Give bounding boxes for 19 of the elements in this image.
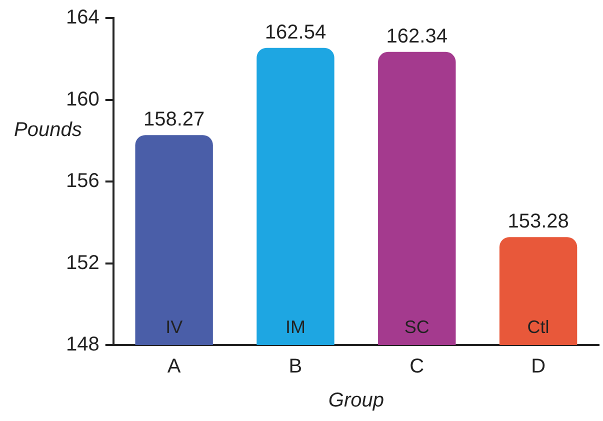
- y-tick-label: 160: [66, 88, 100, 110]
- data-label: 158.27: [143, 108, 205, 131]
- y-tick-label: 152: [66, 252, 100, 274]
- y-tick-label: 156: [66, 170, 100, 192]
- annotation: IM: [285, 316, 306, 337]
- x-tick-label: B: [288, 356, 302, 378]
- x-tick-label: D: [531, 356, 546, 378]
- x-tick-label: C: [410, 356, 424, 378]
- y-tick-label: 164: [66, 6, 100, 29]
- data-label: 162.54: [264, 21, 326, 44]
- annotation: SC: [404, 316, 430, 337]
- y-axis-title: Pounds: [14, 118, 82, 141]
- annotation: IV: [166, 316, 183, 337]
- x-tick-label: A: [167, 356, 182, 378]
- annotation: Ctl: [527, 316, 550, 337]
- data-label: 153.28: [508, 210, 569, 233]
- x-axis-title: Group: [328, 390, 384, 412]
- y-tick-label: 148: [66, 334, 100, 356]
- data-label: 162.34: [386, 25, 448, 48]
